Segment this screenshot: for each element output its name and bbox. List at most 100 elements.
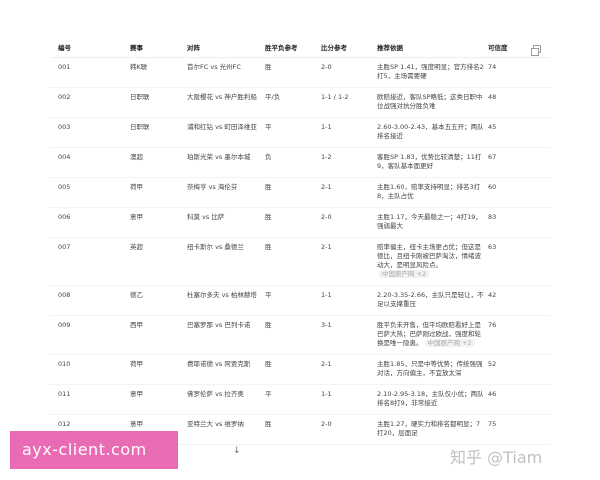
cell-result: 胜 — [265, 183, 321, 201]
cell-id-text: 002 — [58, 93, 71, 101]
cell-id: 006 — [58, 213, 130, 231]
cell-match: 大阪樱花 vs 神户胜利船 — [187, 93, 265, 111]
cell-score: 1-1 / 1-2 — [321, 93, 377, 111]
cell-confidence-text: 75 — [488, 420, 497, 428]
cell-id: 002 — [58, 93, 130, 111]
cell-id: 011 — [58, 390, 130, 408]
cell-result-text: 胜 — [265, 213, 272, 221]
cell-confidence-text: 76 — [488, 321, 497, 329]
cell-reason-text: 胜平负未开售，但平均欧赔看好上是巴萨大热；巴萨刚过欧战，强度和轮换是唯一隐患。 — [377, 321, 481, 347]
cell-match: 科莫 vs 比萨 — [187, 213, 265, 231]
table-row: 008 德乙 杜塞尔多夫 vs 柏林赫塔平 1-1 2.20-3.35-2.66，主队只… — [50, 286, 550, 316]
arrow-down-icon[interactable]: ↓ — [233, 446, 241, 456]
cell-id-text: 006 — [58, 213, 71, 221]
header-league: 赛事 — [130, 44, 143, 52]
cell-league: 英超 — [130, 243, 187, 279]
table-row: 011 意甲 佛罗伦萨 vs 拉齐奥 平 1-1 2.10-2.95-3.18，主队仅小优… — [50, 385, 550, 415]
header-match: 对阵 — [187, 44, 200, 52]
cell-match: 奈梅亨 vs 海伦芬 — [187, 183, 265, 201]
table-row: 010 荷甲 费耶诺德 vs 阿贾克斯 胜 2-1 主胜1.85，只是中等优势；传统强强对… — [50, 355, 550, 385]
table-row: 007 英超 纽卡斯尔 vs 桑德兰 胜 2-1 赔率偏主，纽卡主场更占优；但这是德比，且… — [50, 238, 550, 286]
cell-score: 2-1 — [321, 360, 377, 378]
cell-reason-text: 主胜1.27，硬实力和排名都明显；7打20，层面足 — [377, 420, 481, 437]
cell-match: 纽卡斯尔 vs 桑德兰 — [187, 243, 265, 279]
cell-league-text: 德乙 — [130, 291, 143, 299]
cell-confidence: 60 — [488, 183, 550, 201]
cell-league-text: 荷甲 — [130, 183, 143, 191]
cell-score: 1-2 — [321, 153, 377, 171]
cell-score-text: 3-1 — [321, 321, 332, 329]
cell-reason: 客胜SP 1.83，优势比较清楚；11打9，客队基本面更好 — [377, 153, 488, 171]
cell-score-text: 2-1 — [321, 183, 332, 191]
cell-id-text: 007 — [58, 243, 71, 251]
cell-id: 001 — [58, 63, 130, 81]
cell-score: 2-1 — [321, 183, 377, 201]
cell-league-text: 意甲 — [130, 390, 143, 398]
cell-result: 平 — [265, 390, 321, 408]
source-tag[interactable]: 中国原产网 +2 — [424, 339, 475, 347]
cell-id-text: 004 — [58, 153, 71, 161]
cell-result: 平 — [265, 123, 321, 141]
table-row: 009 西甲 巴塞罗那 vs 巴列卡诺 胜 3-1 胜平负未开售，但平均欧赔看好上是巴萨大… — [50, 316, 550, 355]
cell-result: 平/负 — [265, 93, 321, 111]
cell-league-text: 荷甲 — [130, 360, 143, 368]
cell-score: 3-1 — [321, 321, 377, 348]
cell-league-text: 西甲 — [130, 321, 143, 329]
watermark: 知乎 @Tiam — [450, 448, 543, 467]
cell-reason: 主胜SP 1.41，强度明显；官方排名2打5，主场需要硬 — [377, 63, 488, 81]
cell-reason-text: 2.20-3.35-2.66，主队只是轻让，不足以支撑重压 — [377, 291, 484, 308]
cell-league: 荷甲 — [130, 360, 187, 378]
cell-id: 007 — [58, 243, 130, 279]
cell-confidence-text: 63 — [488, 243, 497, 251]
cell-confidence: 45 — [488, 123, 550, 141]
copy-icon[interactable] — [531, 45, 541, 56]
promo-banner[interactable]: ayx-client.com — [10, 431, 178, 469]
table-row: 003 日职联 浦和红钻 vs 町田泽维亚平 1-1 2.60-3.00-2.43，基本… — [50, 118, 550, 148]
cell-result-text: 胜 — [265, 183, 272, 191]
cell-match-text: 奈梅亨 vs 海伦芬 — [187, 183, 238, 191]
cell-reason: 主胜1.85，只是中等优势；传统强强对话，方向偏主，不宜放太深 — [377, 360, 488, 378]
table-row: 001 韩K联 首尔FC vs 光州FC 胜 2-0 主胜SP 1.41，强度明显；官方排… — [50, 58, 550, 88]
cell-confidence-text: 45 — [488, 123, 497, 131]
cell-id: 010 — [58, 360, 130, 378]
cell-score-text: 1-1 — [321, 390, 332, 398]
cell-reason: 2.10-2.95-3.18，主队仅小优；两队排名8打9，非常接近 — [377, 390, 488, 408]
cell-league-text: 英超 — [130, 243, 143, 251]
cell-id-text: 003 — [58, 123, 71, 131]
cell-match-text: 费耶诺德 vs 阿贾克斯 — [187, 360, 251, 368]
cell-match: 费耶诺德 vs 阿贾克斯 — [187, 360, 265, 378]
header-result: 胜平负参考 — [265, 44, 298, 52]
table-row: 012 意甲 亚特兰大 vs 维罗纳 胜 2-0 主胜1.27，硬实力和排名都明显；7打2… — [50, 415, 550, 445]
header-confidence: 可信度 — [488, 44, 508, 52]
cell-match: 佛罗伦萨 vs 拉齐奥 — [187, 390, 265, 408]
cell-id: 003 — [58, 123, 130, 141]
cell-score-text: 2-0 — [321, 63, 332, 71]
cell-reason: 2.60-3.00-2.43，基本五五开；两队排名接近 — [377, 123, 488, 141]
cell-result-text: 平 — [265, 291, 272, 299]
cell-reason-text: 客胜SP 1.83，优势比较清楚；11打9，客队基本面更好 — [377, 153, 482, 170]
cell-result: 负 — [265, 153, 321, 171]
cell-league-text: 日职联 — [130, 93, 150, 101]
cell-league-text: 日职联 — [130, 123, 150, 131]
cell-id: 009 — [58, 321, 130, 348]
cell-result: 胜 — [265, 243, 321, 279]
header-reason: 推荐依据 — [377, 44, 403, 52]
cell-reason-text: 主胜1.17，今天最稳之一；4打19，强弱最大 — [377, 213, 482, 230]
cell-match-text: 科莫 vs 比萨 — [187, 213, 225, 221]
cell-id-text: 008 — [58, 291, 71, 299]
cell-confidence-text: 48 — [488, 93, 497, 101]
cell-match-text: 纽卡斯尔 vs 桑德兰 — [187, 243, 244, 251]
cell-result: 胜 — [265, 360, 321, 378]
table-row: 002 日职联 大阪樱花 vs 神户胜利船 平/负 1-1 / 1-2 欧赔接近，客队SP… — [50, 88, 550, 118]
cell-reason: 主胜1.60，赔率支持明显；排名3打8，主队占优 — [377, 183, 488, 201]
table-row: 005 荷甲 奈梅亨 vs 海伦芬 胜 2-1 主胜1.60，赔率支持明显；排名3打8，主… — [50, 178, 550, 208]
cell-id-text: 011 — [58, 390, 71, 398]
cell-result: 胜 — [265, 420, 321, 438]
cell-reason-text: 2.60-3.00-2.43，基本五五开；两队排名接近 — [377, 123, 484, 140]
cell-confidence: 48 — [488, 93, 550, 111]
cell-confidence-text: 83 — [488, 213, 497, 221]
cell-result-text: 胜 — [265, 420, 272, 428]
source-tag[interactable]: 中国原产网 +2 — [379, 270, 430, 278]
cell-confidence-text: 67 — [488, 153, 497, 161]
cell-match-text: 大阪樱花 vs 神户胜利船 — [187, 93, 257, 101]
